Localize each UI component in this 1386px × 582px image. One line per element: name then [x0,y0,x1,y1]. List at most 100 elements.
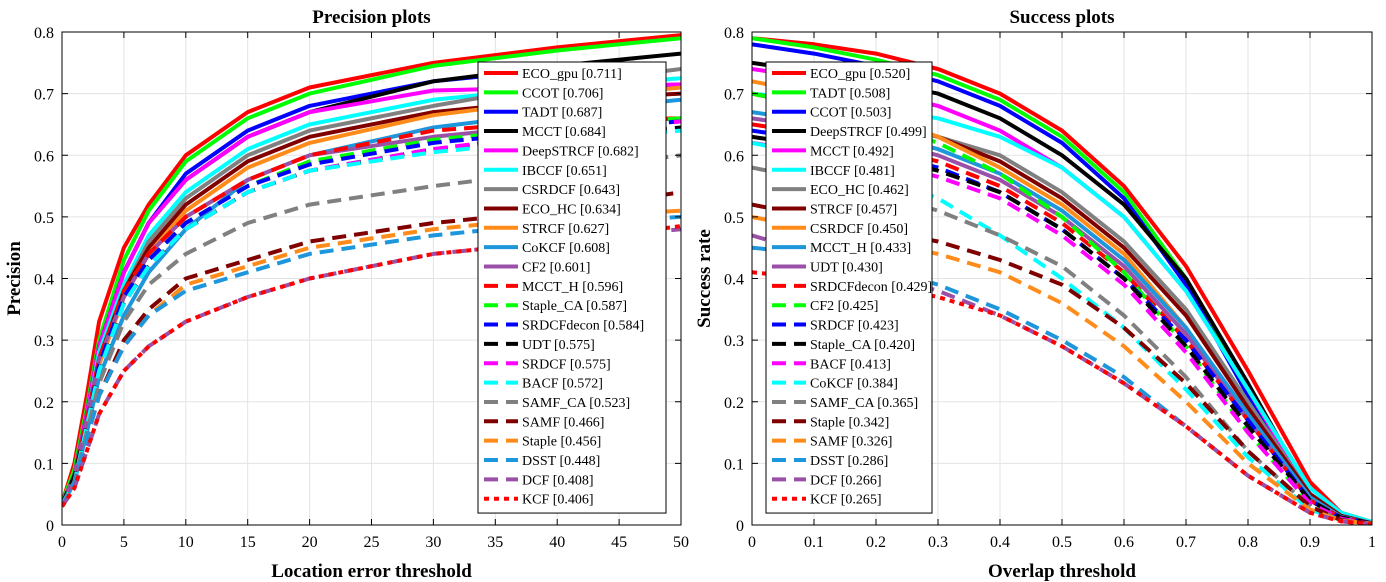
x-tick-label: 40 [549,534,565,551]
x-tick-label: 0.3 [928,534,948,551]
y-tick-label: 0.6 [34,148,54,165]
x-tick-label: 0.2 [866,534,886,551]
legend-label: SRDCF [0.423] [810,319,899,334]
legend-label: ECO_HC [0.634] [522,202,621,217]
legend-label: UDT [0.575] [522,338,595,353]
y-axis-label: Precision [4,241,25,316]
legend-label: MCCT [0.684] [522,125,606,140]
x-tick-label: 15 [240,534,256,551]
x-tick-label: 25 [364,534,380,551]
x-tick-label: 20 [302,534,318,551]
series-line [62,190,681,508]
legend-label: Staple [0.456] [522,435,601,450]
legend-label: ECO_HC [0.462] [810,183,909,198]
chart-title: Precision plots [312,7,430,28]
legend-label: Staple [0.342] [810,415,889,430]
legend-label: DCF [0.266] [810,473,882,488]
precision-plot: 0 5 10 15 20 25 30 35 40 45 50 0 0.1 0.2 0.3 0.4 0.5 0.6 0… [4,7,689,582]
y-tick-label: 0.5 [34,210,54,227]
x-tick-label: 1 [1368,534,1376,551]
x-tick-label: 45 [611,534,627,551]
legend-label: TADT [0.687] [522,106,602,121]
legend-label: SAMF_CA [0.365] [810,396,918,411]
x-tick-label: 0.8 [1238,534,1258,551]
legend-label: SAMF [0.466] [522,415,604,430]
legend-label: CF2 [0.601] [522,261,590,276]
ticks: 0 5 10 15 20 25 30 35 40 45 50 0 0.1 0.2 0.3 0.4 0.5 0.6 0… [34,25,689,551]
legend-label: BACF [0.572] [522,377,603,392]
x-tick-label: 0.1 [804,534,824,551]
legend-label: CF2 [0.425] [810,299,878,314]
legend-label: CCOT [0.706] [522,86,603,101]
legend-label: SRDCFdecon [0.429] [810,280,932,295]
y-tick-label: 0.1 [724,456,744,473]
y-tick-label: 0.6 [724,148,744,165]
series-group [62,33,681,508]
series-line [62,33,681,504]
legend: ECO_gpu [0.711] CCOT [0.706] TADT [0.687] M… [477,61,667,514]
x-tick-label: 0.5 [1052,534,1072,551]
legend-label: ECO_gpu [0.711] [522,67,622,82]
series-line [752,36,1372,524]
legend-label: TADT [0.508] [810,86,890,101]
legend: ECO_gpu [0.520] TADT [0.508] CCOT [0.503] D… [765,61,933,514]
legend-label: KCF [0.265] [810,493,882,508]
legend-label: CSRDCF [0.643] [522,183,620,198]
legend-label: KCF [0.406] [522,493,594,508]
legend-label: ECO_gpu [0.520] [810,67,910,82]
legend-label: STRCF [0.627] [522,222,609,237]
legend-label: CCOT [0.503] [810,106,891,121]
y-tick-label: 0.3 [724,333,744,350]
y-tick-label: 0.4 [724,272,744,289]
legend-label: DSST [0.448] [522,454,600,469]
x-axis-label: Overlap threshold [988,561,1136,582]
y-tick-label: 0 [46,518,54,535]
y-tick-label: 0.3 [34,333,54,350]
x-tick-label: 5 [120,534,128,551]
y-tick-label: 0.8 [34,25,54,42]
legend-box [765,61,933,514]
chart-title: Success plots [1009,7,1114,28]
legend-label: CoKCF [0.384] [810,377,898,392]
y-tick-label: 0.2 [724,395,744,412]
legend-label: UDT [0.430] [810,261,883,276]
legend-label: CoKCF [0.608] [522,241,610,256]
legend-label: MCCT [0.492] [810,144,894,159]
y-axis-label: Success rate [694,229,715,328]
x-tick-label: 0.4 [990,534,1010,551]
y-tick-label: 0.5 [724,210,744,227]
series-line [62,224,681,508]
x-tick-label: 0 [58,534,66,551]
y-tick-label: 0.7 [724,87,744,104]
y-tick-label: 0.2 [34,395,54,412]
legend-label: SRDCFdecon [0.584] [522,319,644,334]
legend-label: STRCF [0.457] [810,202,897,217]
legend-label: SAMF [0.326] [810,435,892,450]
y-tick-label: 0.7 [34,87,54,104]
x-tick-label: 0 [748,534,756,551]
x-tick-label: 10 [178,534,194,551]
y-tick-label: 0 [736,518,744,535]
legend-label: DCF [0.408] [522,473,594,488]
x-tick-label: 0.6 [1114,534,1134,551]
legend-label: IBCCF [0.481] [810,164,895,179]
x-tick-label: 35 [487,534,503,551]
y-tick-label: 0.8 [724,25,744,42]
x-tick-label: 0.7 [1176,534,1196,551]
x-axis-label: Location error threshold [271,561,472,582]
x-tick-label: 50 [673,534,689,551]
legend-label: DeepSTRCF [0.499] [810,125,927,140]
legend-label: MCCT_H [0.433] [810,241,911,256]
legend-label: BACF [0.413] [810,357,891,372]
legend-label: IBCCF [0.651] [522,164,607,179]
y-tick-label: 0.4 [34,272,54,289]
series-line [62,208,681,508]
legend-label: MCCT_H [0.596] [522,280,623,295]
legend-label: SAMF_CA [0.523] [522,396,630,411]
x-tick-label: 0.9 [1300,534,1320,551]
legend-label: CSRDCF [0.450] [810,222,908,237]
legend-label: Staple_CA [0.587] [522,299,627,314]
x-tick-label: 30 [425,534,441,551]
legend-label: SRDCF [0.575] [522,357,611,372]
legend-label: Staple_CA [0.420] [810,338,915,353]
